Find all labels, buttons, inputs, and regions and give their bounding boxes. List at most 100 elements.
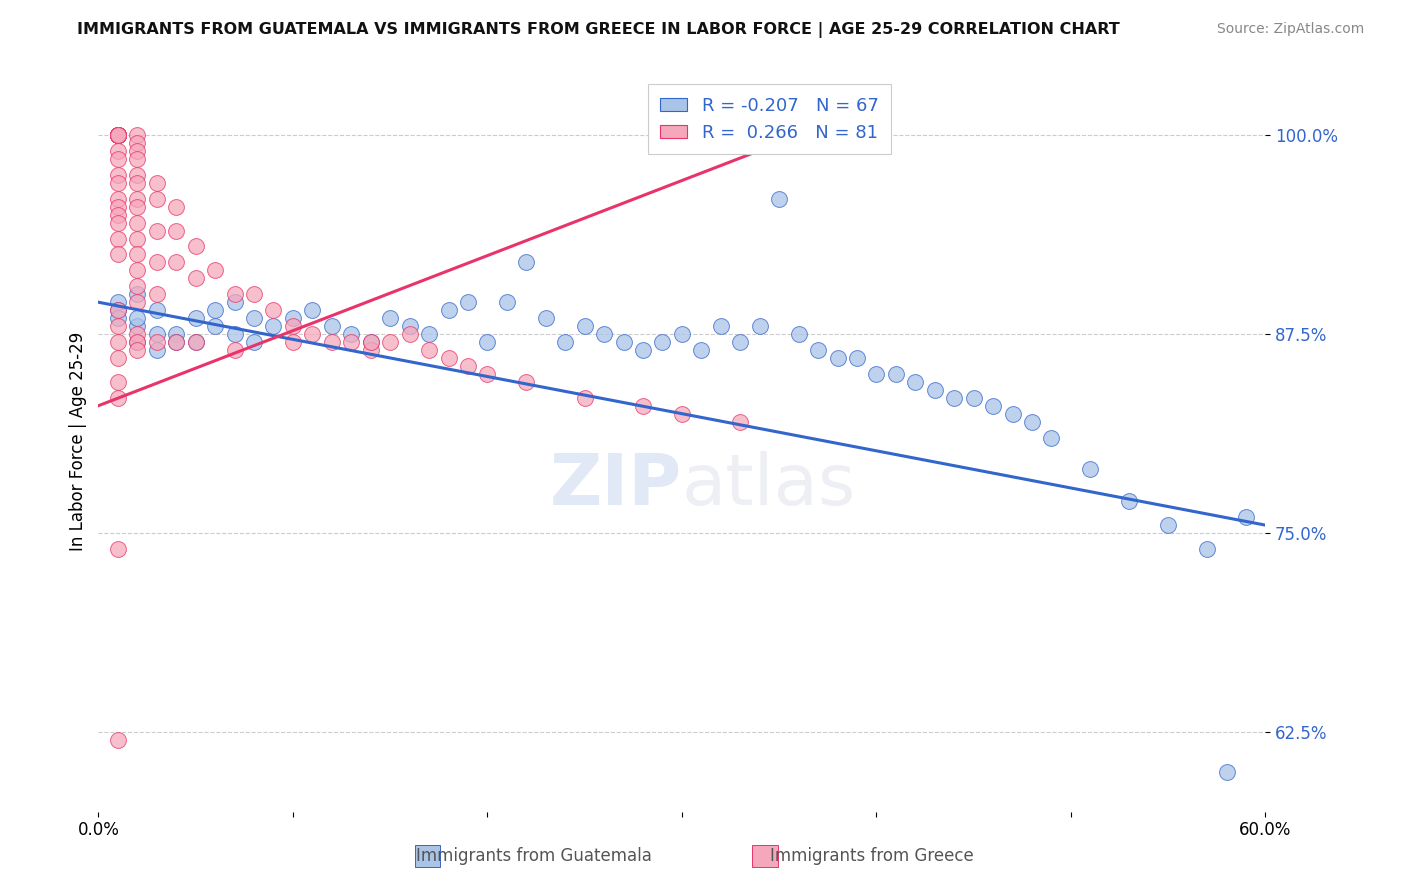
- Point: [107, 128, 129, 142]
- Point: [437, 351, 460, 365]
- Point: [437, 303, 460, 318]
- Point: [1234, 510, 1257, 524]
- Point: [107, 128, 129, 142]
- Point: [924, 383, 946, 397]
- Point: [301, 303, 323, 318]
- Point: [962, 391, 984, 405]
- Point: [321, 334, 343, 349]
- Point: [127, 319, 149, 334]
- Point: [827, 351, 849, 365]
- Text: atlas: atlas: [682, 451, 856, 520]
- Point: [107, 144, 129, 158]
- Point: [127, 176, 149, 190]
- Point: [165, 200, 187, 214]
- Point: [574, 391, 596, 405]
- Point: [107, 319, 129, 334]
- Point: [107, 128, 129, 142]
- Point: [477, 367, 499, 381]
- Point: [107, 128, 129, 142]
- Point: [243, 311, 266, 326]
- Point: [107, 128, 129, 142]
- Point: [107, 311, 129, 326]
- Point: [165, 223, 187, 237]
- Point: [846, 351, 869, 365]
- Point: [690, 343, 713, 357]
- Point: [107, 128, 129, 142]
- Point: [146, 343, 169, 357]
- Point: [127, 168, 149, 182]
- Point: [127, 200, 149, 214]
- Point: [1195, 541, 1218, 556]
- Point: [515, 375, 537, 389]
- Point: [651, 334, 673, 349]
- Point: [398, 327, 420, 342]
- Point: [165, 334, 187, 349]
- Point: [107, 733, 129, 747]
- Point: [748, 319, 770, 334]
- Point: [380, 311, 402, 326]
- Point: [981, 399, 1004, 413]
- Point: [204, 319, 226, 334]
- Point: [1040, 431, 1063, 445]
- Point: [107, 303, 129, 318]
- Point: [107, 128, 129, 142]
- Point: [107, 176, 129, 190]
- Point: [107, 168, 129, 182]
- Point: [127, 263, 149, 277]
- Point: [107, 247, 129, 261]
- Point: [146, 223, 169, 237]
- Y-axis label: In Labor Force | Age 25-29: In Labor Force | Age 25-29: [69, 332, 87, 551]
- Point: [554, 334, 576, 349]
- Point: [943, 391, 966, 405]
- Point: [340, 334, 363, 349]
- Point: [418, 343, 440, 357]
- Point: [127, 327, 149, 342]
- Point: [574, 319, 596, 334]
- Point: [107, 375, 129, 389]
- Point: [146, 287, 169, 301]
- Point: [631, 399, 654, 413]
- Point: [1215, 764, 1237, 779]
- Point: [146, 255, 169, 269]
- Point: [107, 541, 129, 556]
- Point: [496, 295, 519, 310]
- Point: [593, 327, 616, 342]
- Point: [631, 343, 654, 357]
- Point: [710, 319, 733, 334]
- Point: [127, 128, 149, 142]
- Point: [321, 319, 343, 334]
- Point: [107, 128, 129, 142]
- Point: [457, 359, 479, 373]
- Legend: R = -0.207   N = 67, R =  0.266   N = 81: R = -0.207 N = 67, R = 0.266 N = 81: [648, 84, 891, 154]
- Point: [127, 287, 149, 301]
- Point: [184, 334, 207, 349]
- Point: [380, 334, 402, 349]
- Point: [107, 128, 129, 142]
- Point: [127, 231, 149, 245]
- Point: [224, 343, 246, 357]
- Point: [340, 327, 363, 342]
- Point: [730, 334, 752, 349]
- Point: [1118, 494, 1140, 508]
- Point: [127, 152, 149, 166]
- Point: [127, 343, 149, 357]
- Point: [184, 239, 207, 253]
- Point: [127, 279, 149, 293]
- Point: [787, 327, 810, 342]
- Point: [107, 334, 129, 349]
- Point: [360, 343, 382, 357]
- Point: [671, 327, 693, 342]
- Point: [360, 334, 382, 349]
- Point: [281, 311, 304, 326]
- Text: Immigrants from Greece: Immigrants from Greece: [770, 847, 973, 865]
- Point: [107, 152, 129, 166]
- Point: [515, 255, 537, 269]
- Point: [243, 334, 266, 349]
- Point: [127, 334, 149, 349]
- Point: [107, 351, 129, 365]
- Point: [204, 303, 226, 318]
- Point: [107, 391, 129, 405]
- Point: [224, 327, 246, 342]
- Point: [1001, 407, 1024, 421]
- Point: [146, 303, 169, 318]
